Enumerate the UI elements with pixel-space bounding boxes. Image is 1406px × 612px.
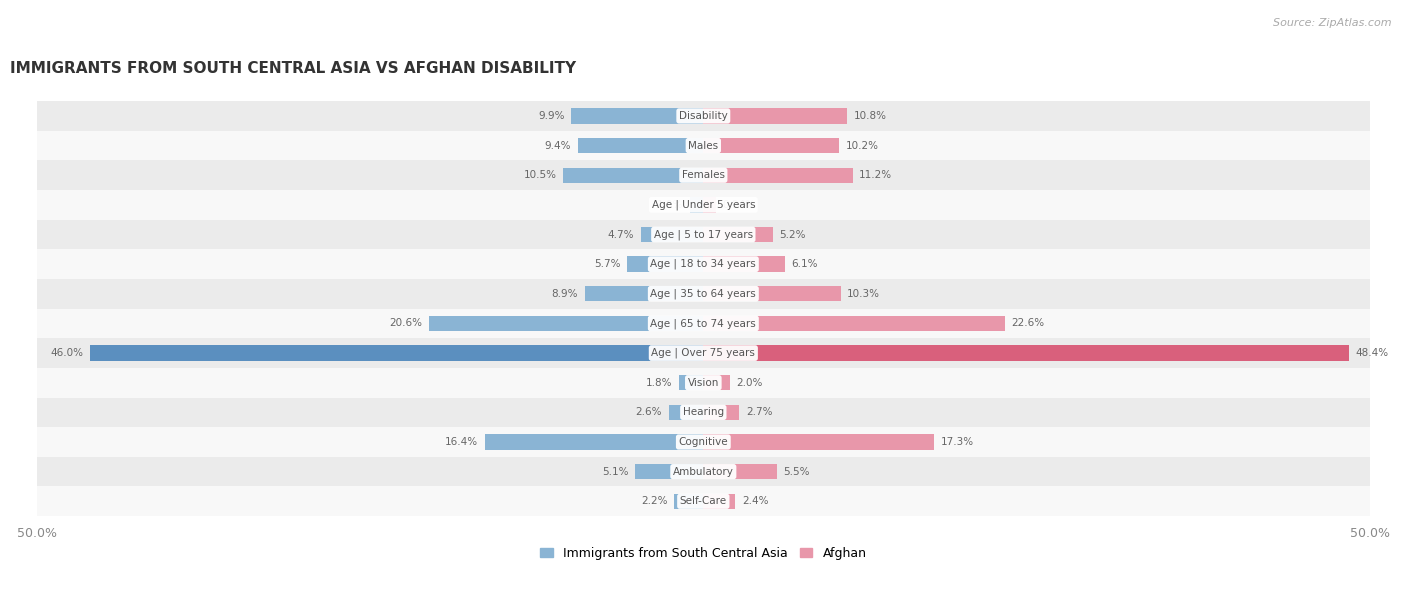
Text: Source: ZipAtlas.com: Source: ZipAtlas.com <box>1274 18 1392 28</box>
Text: 9.4%: 9.4% <box>546 141 571 151</box>
Text: 1.8%: 1.8% <box>647 378 672 388</box>
Bar <box>703 375 730 390</box>
Text: 10.5%: 10.5% <box>523 170 557 180</box>
Text: 16.4%: 16.4% <box>444 437 478 447</box>
Bar <box>703 168 852 183</box>
Bar <box>564 168 703 183</box>
Bar <box>90 345 703 361</box>
Text: 8.9%: 8.9% <box>551 289 578 299</box>
Text: Age | Over 75 years: Age | Over 75 years <box>651 348 755 358</box>
Text: 2.2%: 2.2% <box>641 496 668 506</box>
Text: Hearing: Hearing <box>683 408 724 417</box>
Bar <box>703 345 1348 361</box>
Text: 2.7%: 2.7% <box>747 408 772 417</box>
Text: Age | 5 to 17 years: Age | 5 to 17 years <box>654 230 752 240</box>
Text: Disability: Disability <box>679 111 728 121</box>
Text: Age | 35 to 64 years: Age | 35 to 64 years <box>651 288 756 299</box>
Bar <box>485 435 703 450</box>
Bar <box>636 464 703 479</box>
Bar <box>703 405 740 420</box>
Bar <box>37 457 1369 487</box>
Bar <box>37 131 1369 160</box>
Bar <box>578 138 703 153</box>
Bar <box>37 279 1369 308</box>
Bar <box>37 101 1369 131</box>
Text: 20.6%: 20.6% <box>389 318 422 329</box>
Bar <box>429 316 703 331</box>
Legend: Immigrants from South Central Asia, Afghan: Immigrants from South Central Asia, Afgh… <box>540 547 866 559</box>
Text: 10.2%: 10.2% <box>846 141 879 151</box>
Text: 22.6%: 22.6% <box>1011 318 1045 329</box>
Bar <box>703 435 934 450</box>
Text: Age | 65 to 74 years: Age | 65 to 74 years <box>651 318 756 329</box>
Text: 11.2%: 11.2% <box>859 170 893 180</box>
Bar <box>673 493 703 509</box>
Bar <box>690 197 703 212</box>
Bar <box>37 427 1369 457</box>
Text: 5.5%: 5.5% <box>783 466 810 477</box>
Bar <box>627 256 703 272</box>
Bar <box>703 316 1005 331</box>
Bar <box>703 108 848 124</box>
Bar <box>37 398 1369 427</box>
Text: Cognitive: Cognitive <box>679 437 728 447</box>
Text: Males: Males <box>689 141 718 151</box>
Text: 17.3%: 17.3% <box>941 437 974 447</box>
Text: 46.0%: 46.0% <box>51 348 83 358</box>
Text: 48.4%: 48.4% <box>1355 348 1388 358</box>
Bar <box>37 308 1369 338</box>
Text: 4.7%: 4.7% <box>607 230 634 239</box>
Text: 10.8%: 10.8% <box>853 111 887 121</box>
Text: Females: Females <box>682 170 725 180</box>
Bar <box>585 286 703 302</box>
Bar <box>703 464 776 479</box>
Text: 2.4%: 2.4% <box>742 496 769 506</box>
Text: 6.1%: 6.1% <box>792 259 818 269</box>
Text: 2.0%: 2.0% <box>737 378 763 388</box>
Bar <box>37 249 1369 279</box>
Text: Ambulatory: Ambulatory <box>673 466 734 477</box>
Bar <box>679 375 703 390</box>
Bar <box>669 405 703 420</box>
Text: 5.2%: 5.2% <box>779 230 806 239</box>
Bar <box>703 227 773 242</box>
Bar <box>641 227 703 242</box>
Text: 5.1%: 5.1% <box>602 466 628 477</box>
Bar <box>703 493 735 509</box>
Text: IMMIGRANTS FROM SOUTH CENTRAL ASIA VS AFGHAN DISABILITY: IMMIGRANTS FROM SOUTH CENTRAL ASIA VS AF… <box>10 61 576 76</box>
Bar <box>37 220 1369 249</box>
Bar <box>571 108 703 124</box>
Bar <box>703 197 716 212</box>
Text: 0.94%: 0.94% <box>723 200 755 210</box>
Bar <box>703 286 841 302</box>
Text: Age | Under 5 years: Age | Under 5 years <box>651 200 755 210</box>
Text: 1.0%: 1.0% <box>657 200 683 210</box>
Bar <box>37 368 1369 398</box>
Bar <box>37 160 1369 190</box>
Text: 9.9%: 9.9% <box>538 111 565 121</box>
Bar <box>703 256 785 272</box>
Text: 2.6%: 2.6% <box>636 408 662 417</box>
Bar <box>37 338 1369 368</box>
Bar <box>37 190 1369 220</box>
Text: 5.7%: 5.7% <box>595 259 620 269</box>
Text: 10.3%: 10.3% <box>848 289 880 299</box>
Text: Self-Care: Self-Care <box>679 496 727 506</box>
Bar <box>37 487 1369 516</box>
Text: Age | 18 to 34 years: Age | 18 to 34 years <box>651 259 756 269</box>
Text: Vision: Vision <box>688 378 718 388</box>
Bar <box>703 138 839 153</box>
